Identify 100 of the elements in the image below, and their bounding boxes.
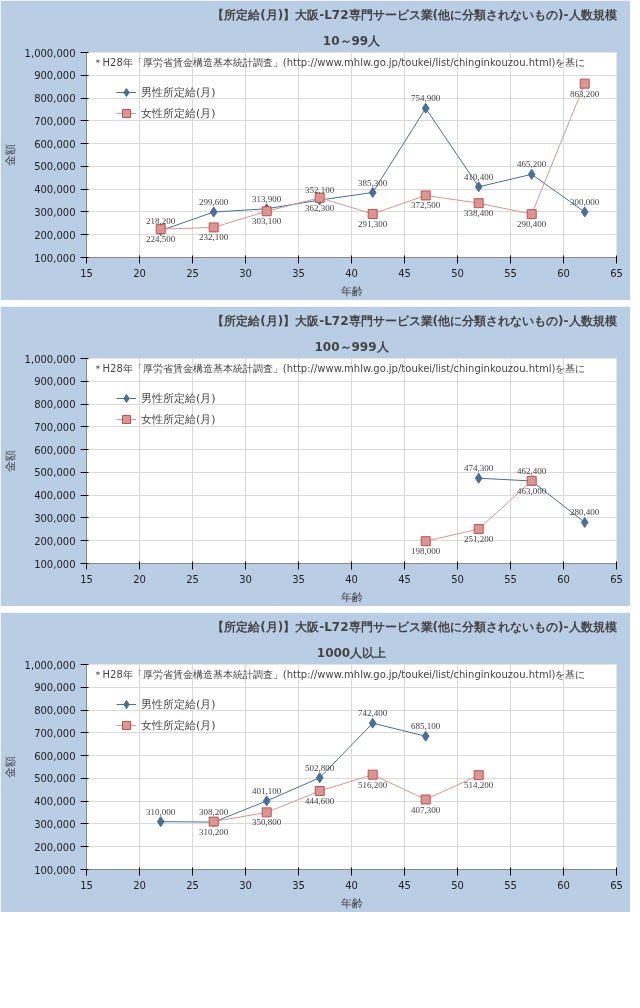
x-tick-label: 65	[610, 267, 623, 279]
x-tick-label: 30	[239, 879, 252, 891]
point	[580, 206, 589, 218]
point	[368, 717, 377, 729]
data-label: 299,600	[199, 197, 229, 208]
x-tick-label: 25	[186, 573, 199, 585]
x-tick-label: 50	[451, 267, 464, 279]
x-tick-label: 65	[610, 573, 623, 585]
y-tick-label: 900,000	[34, 376, 76, 388]
x-tick-label: 55	[504, 573, 517, 585]
data-label: 290,400	[517, 219, 547, 230]
data-label: 474,300	[464, 463, 494, 474]
point	[367, 208, 378, 219]
y-tick-label: 100,000	[34, 252, 76, 264]
x-tick-label: 45	[398, 879, 411, 891]
point	[474, 472, 483, 484]
point	[421, 730, 430, 742]
chart-subtitle: 1000人以上	[316, 645, 387, 660]
x-tick-label: 35	[292, 573, 305, 585]
x-tick-label: 20	[133, 267, 146, 279]
legend-label: 女性所定給(月)	[141, 105, 216, 121]
y-tick-label: 900,000	[34, 70, 76, 82]
x-tick-label: 45	[398, 573, 411, 585]
x-tick-label: 55	[504, 879, 517, 891]
legend-label: 男性所定給(月)	[141, 390, 216, 406]
x-tick-label: 35	[292, 267, 305, 279]
point	[261, 807, 272, 818]
point	[421, 102, 430, 114]
point	[579, 78, 590, 89]
annotation: ＊H28年「厚労省賃金構造基本統計調査」(http://www.mhlw.go.jp/toukei/list/chinginkouzou.html)を基に	[92, 668, 586, 680]
x-tick-label: 60	[557, 879, 570, 891]
y-tick-label: 600,000	[34, 444, 76, 456]
data-label: 232,100	[199, 232, 229, 243]
chart-title: 【所定給(月)】大阪-L72専門サービス業(他に分類されないもの)-人数規模	[212, 313, 617, 328]
x-tick-label: 60	[557, 267, 570, 279]
x-tick-label: 30	[239, 573, 252, 585]
point	[209, 206, 218, 218]
x-tick-label: 45	[398, 267, 411, 279]
data-label: 251,200	[464, 534, 494, 545]
data-label: 218,200	[146, 215, 176, 226]
y-axis-title: 金額	[3, 144, 17, 166]
data-label: 516,200	[358, 779, 388, 790]
data-label: 308,200	[199, 807, 229, 818]
y-tick-label: 100,000	[34, 864, 76, 876]
data-label: 310,200	[199, 826, 229, 837]
x-axis-title: 年齢	[340, 590, 363, 604]
point	[420, 190, 431, 201]
data-label: 198,000	[411, 546, 441, 557]
y-axis-title: 金額	[3, 756, 17, 778]
x-tick-label: 15	[80, 573, 93, 585]
point	[527, 168, 536, 180]
point	[262, 795, 271, 807]
chart-title: 【所定給(月)】大阪-L72専門サービス業(他に分類されないもの)-人数規模	[212, 619, 617, 634]
point	[474, 181, 483, 193]
x-tick-label: 20	[133, 879, 146, 891]
data-label: 385,300	[358, 177, 388, 188]
y-tick-label: 600,000	[34, 138, 76, 150]
data-label: 462,400	[517, 465, 547, 476]
point	[526, 209, 537, 220]
y-tick-label: 400,000	[34, 490, 76, 502]
data-label: 465,200	[517, 159, 547, 170]
data-label: 410,400	[464, 171, 494, 182]
point	[315, 772, 324, 784]
y-tick-label: 800,000	[34, 399, 76, 411]
y-tick-label: 700,000	[34, 421, 76, 433]
point	[420, 794, 431, 805]
data-label: 300,000	[570, 196, 600, 207]
x-tick-label: 50	[451, 879, 464, 891]
data-label: 291,300	[358, 218, 388, 229]
data-label: 303,100	[252, 216, 282, 227]
x-tick-label: 30	[239, 267, 252, 279]
point	[208, 222, 219, 233]
point	[580, 516, 589, 528]
y-tick-label: 200,000	[34, 229, 76, 241]
data-label: 401,100	[252, 785, 282, 796]
x-tick-label: 35	[292, 879, 305, 891]
y-tick-label: 900,000	[34, 682, 76, 694]
x-tick-label: 25	[186, 879, 199, 891]
data-label: 407,300	[411, 804, 441, 815]
x-tick-label: 20	[133, 573, 146, 585]
point	[314, 786, 325, 797]
point	[473, 524, 484, 535]
data-label: 362,300	[305, 202, 335, 213]
point	[156, 816, 165, 828]
data-label: 280,400	[570, 507, 600, 518]
y-tick-label: 200,000	[34, 535, 76, 547]
x-tick-label: 65	[610, 879, 623, 891]
legend-label: 男性所定給(月)	[141, 84, 216, 100]
legend-label: 男性所定給(月)	[141, 696, 216, 712]
y-tick-label: 600,000	[34, 750, 76, 762]
chart-subtitle: 100～999人	[314, 339, 390, 354]
y-tick-label: 500,000	[34, 161, 76, 173]
y-tick-label: 800,000	[34, 705, 76, 717]
annotation: ＊H28年「厚労省賃金構造基本統計調査」(http://www.mhlw.go.jp/toukei/list/chinginkouzou.html)を基に	[92, 56, 586, 68]
data-label: 742,400	[358, 708, 388, 719]
data-label: 514,200	[464, 780, 494, 791]
y-tick-label: 1,000,000	[24, 47, 76, 59]
data-label: 350,800	[252, 817, 282, 828]
x-axis-title: 年齢	[340, 896, 363, 910]
chart-subtitle: 10～99人	[322, 33, 382, 48]
